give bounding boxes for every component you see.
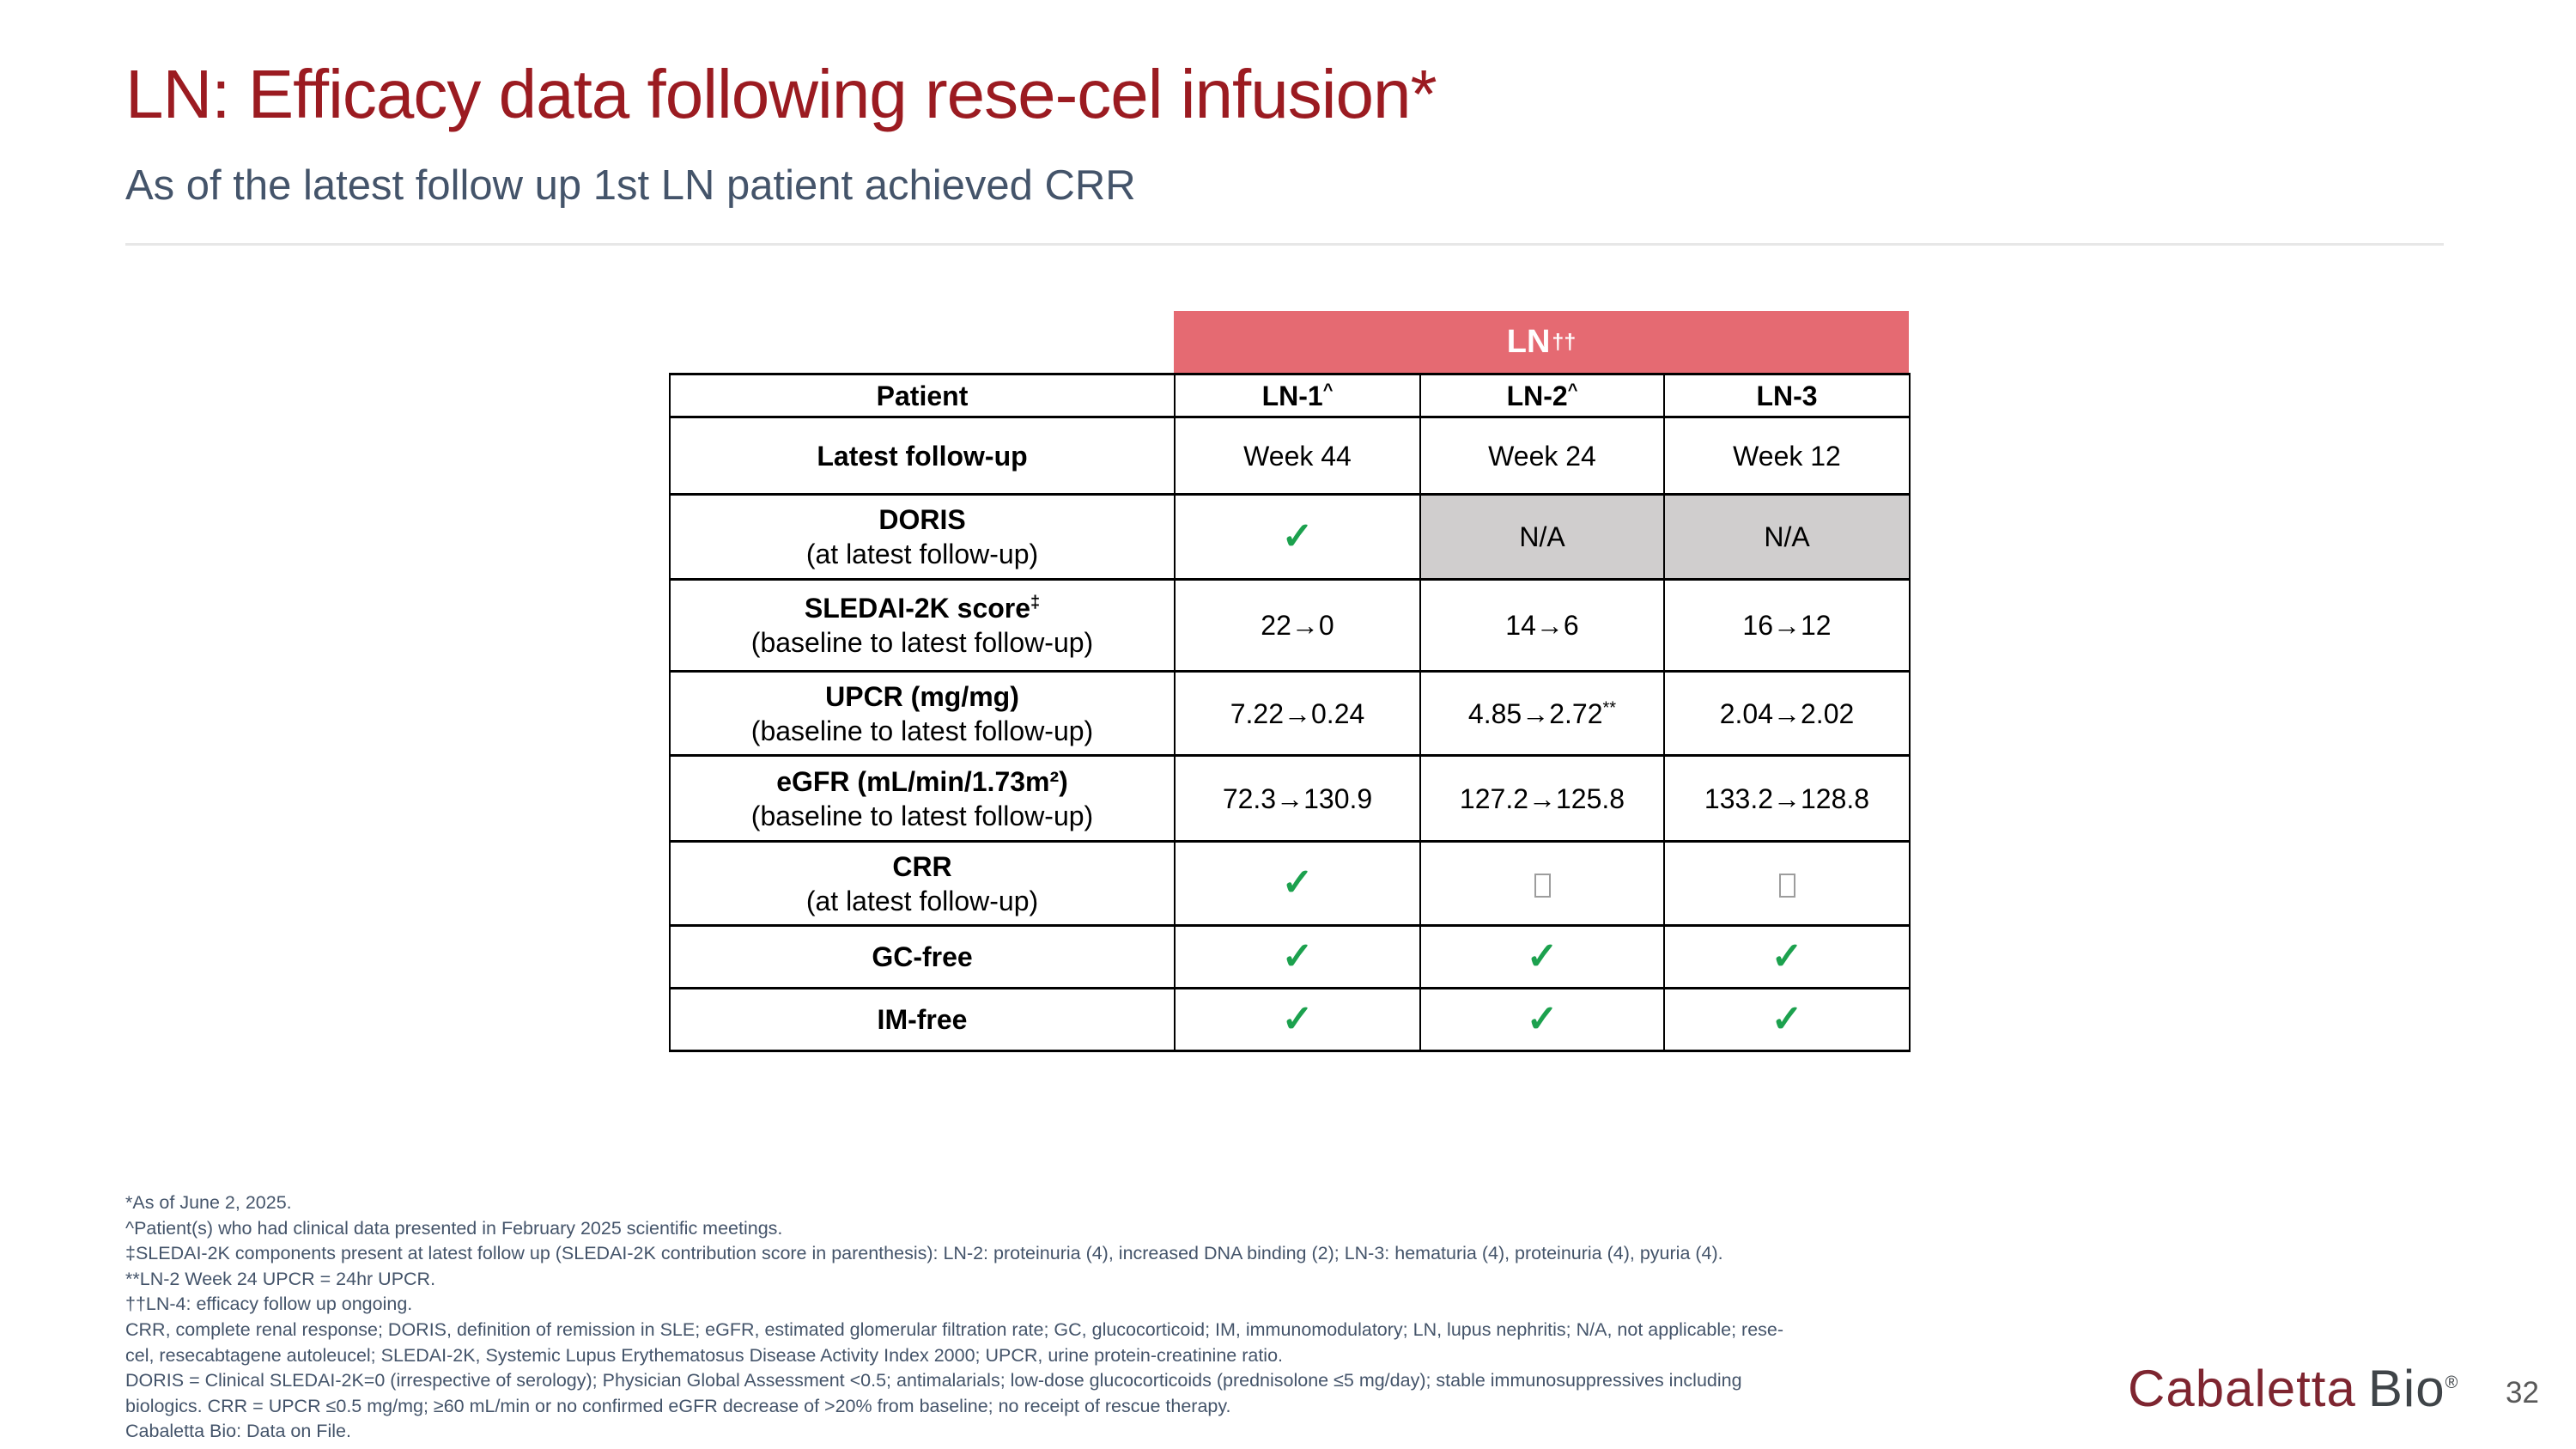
cell-value: 14→6	[1419, 578, 1665, 673]
table-row: GC-free ✓ ✓ ✓	[669, 924, 1911, 989]
footnote-line: ^Patient(s) who had clinical data presen…	[125, 1217, 783, 1239]
logo-word-bio: Bio	[2367, 1360, 2445, 1417]
slide-title: LN: Efficacy data following rese-cel inf…	[125, 56, 1437, 132]
row-label: Patient	[669, 373, 1176, 418]
cell-not-applicable: N/A	[1419, 493, 1665, 581]
table-row: IM-free ✓ ✓ ✓	[669, 987, 1911, 1052]
table-group-banner: LN ††	[1174, 311, 1909, 373]
cell-value: Week 44	[1174, 416, 1421, 496]
row-label: IM-free	[669, 987, 1176, 1052]
table-row: DORIS (at latest follow-up) ✓ N/A N/A	[669, 493, 1911, 581]
cell-not-applicable: N/A	[1663, 493, 1911, 581]
row-label: eGFR (mL/min/1.73m²) (baseline to latest …	[669, 754, 1176, 843]
row-label: CRR (at latest follow-up)	[669, 840, 1176, 927]
cell-checkmark-icon: ✓	[1419, 924, 1665, 989]
cell-value: Week 24	[1419, 416, 1665, 496]
cell-value: 127.2→125.8	[1419, 754, 1665, 843]
footnote-line: **LN-2 Week 24 UPCR = 24hr UPCR.	[125, 1268, 436, 1289]
table-row: UPCR (mg/mg) (baseline to latest follow-u…	[669, 670, 1911, 757]
footnote-line: cel, resecabtagene autoleucel; SLEDAI-2K…	[125, 1344, 1284, 1366]
page-number: 32	[2506, 1376, 2539, 1409]
cell-checkmark-icon: ✓	[1174, 840, 1421, 927]
footnote-line: ††LN-4: efficacy follow up ongoing.	[125, 1294, 413, 1315]
cell-checkmark-icon: ✓	[1174, 493, 1421, 581]
cell-value: 2.04→2.02	[1663, 670, 1911, 757]
row-label: UPCR (mg/mg) (baseline to latest follow-u…	[669, 670, 1176, 757]
slide-subtitle: As of the latest follow up 1st LN patien…	[125, 162, 1136, 209]
cell-empty-box-icon	[1663, 840, 1911, 927]
table-row: eGFR (mL/min/1.73m²) (baseline to latest …	[669, 754, 1911, 843]
table-row: CRR (at latest follow-up) ✓	[669, 840, 1911, 927]
cell-value: Week 12	[1663, 416, 1911, 496]
row-label: GC-free	[669, 924, 1176, 989]
registered-mark-icon: ®	[2445, 1373, 2459, 1392]
table-row: Latest follow-up Week 44 Week 24 Week 12	[669, 416, 1911, 496]
table-header-row: Patient LN-1^ LN-2^ LN-3	[669, 373, 1911, 418]
footnotes: *As of June 2, 2025. ^Patient(s) who had …	[125, 1190, 1783, 1445]
cell-empty-box-icon	[1419, 840, 1665, 927]
header-divider	[125, 243, 2444, 246]
banner-label: LN	[1506, 323, 1551, 360]
column-header: LN-2^	[1419, 373, 1665, 418]
logo-word-cabaletta: Cabaletta	[2128, 1360, 2356, 1417]
footnote-line: ‡SLEDAI-2K components present at latest …	[125, 1243, 1723, 1264]
cell-value: 133.2→128.8	[1663, 754, 1911, 843]
cell-checkmark-icon: ✓	[1663, 987, 1911, 1052]
cell-value: 22→0	[1174, 578, 1421, 673]
column-header: LN-3	[1663, 373, 1911, 418]
cell-value: 16→12	[1663, 578, 1911, 673]
cell-checkmark-icon: ✓	[1419, 987, 1665, 1052]
cell-value: 7.22→0.24	[1174, 670, 1421, 757]
table-row: SLEDAI-2K score‡ (baseline to latest foll…	[669, 578, 1911, 673]
cabaletta-logo: Cabaletta Bio®	[2128, 1359, 2458, 1418]
cell-value: 4.85→2.72**	[1419, 670, 1665, 757]
efficacy-table: Patient LN-1^ LN-2^ LN-3 Latest follow-up Wee…	[669, 373, 1911, 1052]
row-label: DORIS (at latest follow-up)	[669, 493, 1176, 581]
footnote-line: CRR, complete renal response; DORIS, def…	[125, 1318, 1784, 1340]
footnote-line: biologics. CRR = UPCR ≤0.5 mg/mg; ≥60 mL…	[125, 1395, 1231, 1416]
cell-checkmark-icon: ✓	[1174, 987, 1421, 1052]
row-label: SLEDAI-2K score‡ (baseline to latest foll…	[669, 578, 1176, 673]
row-label: Latest follow-up	[669, 416, 1176, 496]
column-header: LN-1^	[1174, 373, 1421, 418]
cell-value: 72.3→130.9	[1174, 754, 1421, 843]
cell-checkmark-icon: ✓	[1663, 924, 1911, 989]
efficacy-table-body: Patient LN-1^ LN-2^ LN-3 Latest follow-up Wee…	[669, 373, 1911, 1052]
footnote-line: Cabaletta Bio: Data on File.	[125, 1421, 351, 1442]
footnote-line: DORIS = Clinical SLEDAI-2K=0 (irrespecti…	[125, 1370, 1742, 1391]
cell-checkmark-icon: ✓	[1174, 924, 1421, 989]
footnote-line: *As of June 2, 2025.	[125, 1192, 292, 1213]
